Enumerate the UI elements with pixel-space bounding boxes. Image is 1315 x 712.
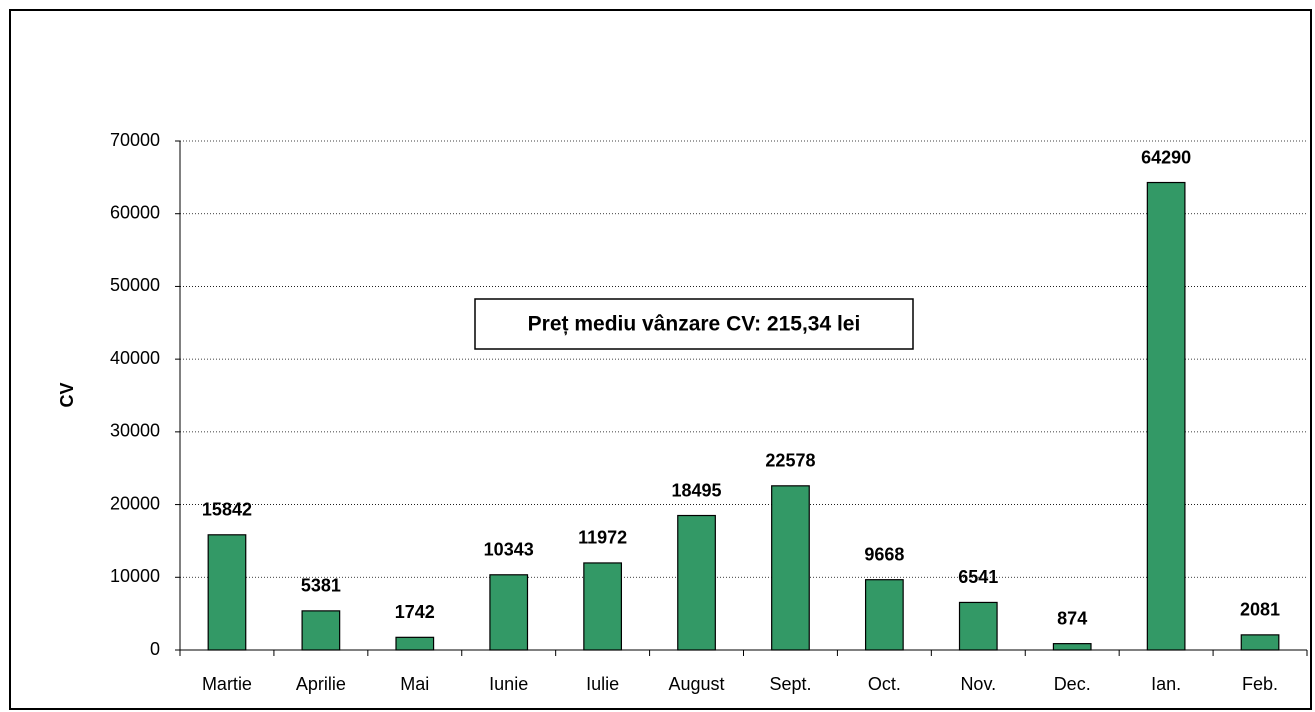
data-label: 9668: [864, 544, 904, 564]
y-tick-label: 10000: [110, 566, 160, 586]
y-tick-label: 0: [150, 639, 160, 659]
bar: [207, 534, 247, 651]
bar: [864, 579, 904, 651]
data-label: 22578: [765, 451, 815, 471]
bar: [677, 514, 716, 651]
x-tick-label: Nov.: [960, 674, 996, 694]
plot-area: 0 10000 20000 30000 40000 50000 60000 70000 Mart…: [110, 130, 1308, 694]
data-label: 5381: [301, 576, 341, 596]
data-label: 11972: [578, 528, 627, 548]
bar: [301, 610, 341, 651]
bar: [771, 485, 810, 651]
x-tick-label: Iulie: [586, 674, 619, 694]
x-tick-label: Dec.: [1054, 674, 1091, 694]
bar: [583, 562, 623, 651]
y-tick-label: 30000: [110, 421, 160, 441]
data-label: 15842: [202, 500, 252, 520]
x-tick-label: Mai: [400, 674, 429, 694]
x-tick-label: Oct.: [868, 674, 901, 694]
y-tick-label: 20000: [110, 493, 160, 513]
data-label: 2081: [1240, 600, 1280, 620]
bar: [958, 601, 998, 651]
bar: [1146, 181, 1186, 651]
annotation-box: [474, 298, 914, 350]
data-label: 874: [1057, 608, 1087, 628]
data-label: 6541: [958, 567, 998, 587]
y-axis-label: CV: [57, 382, 77, 407]
bar: [1052, 643, 1092, 651]
bar: [395, 636, 435, 651]
x-tick-label: Sept.: [769, 674, 811, 694]
data-label: 1742: [395, 602, 435, 622]
x-tick-label: Ian.: [1151, 674, 1181, 694]
y-tick-label: 50000: [110, 275, 160, 295]
bar: [489, 574, 529, 651]
x-tick-label: Martie: [202, 674, 252, 694]
x-tick-label: Feb.: [1242, 674, 1278, 694]
data-label: 18495: [672, 480, 722, 500]
y-tick-label: 70000: [110, 130, 160, 150]
data-label: 10343: [484, 540, 534, 560]
x-tick-label: Iunie: [489, 674, 528, 694]
annotation: Preț mediu vânzare CV: 215,34 lei: [528, 313, 861, 336]
y-tick-label: 60000: [110, 202, 160, 222]
y-tick-label: 40000: [110, 348, 160, 368]
bar: [1240, 634, 1280, 651]
x-tick-label: August: [669, 674, 725, 694]
data-label: 64290: [1141, 147, 1191, 167]
x-tick-label: Aprilie: [296, 674, 346, 694]
